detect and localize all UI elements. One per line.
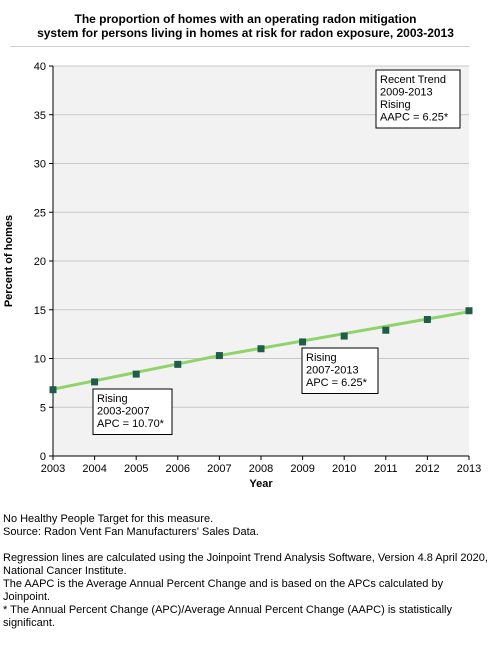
annotation-recent-trend-line: Rising [380,99,411,111]
annotation-2003-2007-line: 2003-2007 [97,406,150,418]
x-tick-label: 2010 [332,463,356,475]
line-chart: 0 5 10 15 20 25 30 35 40 2003 2004 2005 2006 2007 2008… [3,61,481,490]
footnote-regression: Regression lines are calculated using th… [3,552,488,577]
annotation-2007-2013-line: Rising [306,352,337,364]
annotation-2007-2013-line: 2007-2013 [306,365,359,377]
chart-title-line-2: system for persons living in homes at ri… [37,26,454,40]
y-tick-label: 15 [34,305,46,317]
annotation-2003-2007 [92,388,173,435]
data-point [465,307,473,315]
data-point [382,326,390,334]
footnote-significance: * The Annual Percent Change (APC)/Averag… [3,604,453,629]
x-tick-label: 2013 [457,463,481,475]
x-tick-label: 2009 [290,463,314,475]
data-point [423,316,431,323]
y-tick-label: 25 [34,207,46,219]
data-point [257,345,265,353]
data-point [340,332,348,340]
y-axis-title: Percent of homes [3,215,15,307]
x-tick-label: 2005 [124,463,148,475]
y-tick-label: 10 [34,354,46,366]
x-tick-label: 2004 [82,463,106,475]
annotation-2003-2007-line: APC = 10.70* [97,418,165,430]
x-tick-label: 2007 [207,463,231,475]
x-axis-title: Year [249,478,273,490]
annotation-recent-trend-line: 2009-2013 [380,87,433,99]
footnote-target: No Healthy People Target for this measur… [3,513,214,525]
chart-title: The proportion of homes with an operatin… [0,12,491,40]
data-point [174,360,182,368]
annotation-2003-2007-line: Rising [97,393,128,405]
y-tick-label: 20 [34,256,46,268]
data-point [91,378,99,386]
data-point [215,352,223,360]
x-tick-label: 2003 [41,463,65,475]
annotation-2007-2013 [301,347,379,394]
y-tick-label: 35 [34,110,46,122]
x-tick-label: 2012 [415,463,439,475]
footnote-aapc: The AAPC is the Average Annual Percent C… [3,578,444,603]
x-tick-label: 2011 [374,463,398,475]
annotation-recent-trend-line: Recent Trend [380,74,446,86]
annotation-recent-trend-line: AAPC = 6.25* [380,112,449,124]
y-tick-label: 30 [34,159,46,171]
y-tick-label: 40 [34,61,46,73]
x-tick-label: 2006 [166,463,190,475]
footnotes: No Healthy People Target for this measur… [3,513,488,630]
annotation-recent-trend [375,69,461,129]
y-tick-label: 5 [40,402,46,414]
chart-title-line-1: The proportion of homes with an operatin… [74,12,417,26]
footnote-source: Source: Radon Vent Fan Manufacturers' Sa… [3,526,259,538]
y-tick-label: 0 [40,451,46,463]
title-divider [10,46,470,47]
data-point [299,338,307,346]
x-tick-label: 2008 [249,463,273,475]
data-point [132,370,140,378]
annotation-2007-2013-line: APC = 6.25* [306,377,368,389]
data-point [49,386,57,394]
